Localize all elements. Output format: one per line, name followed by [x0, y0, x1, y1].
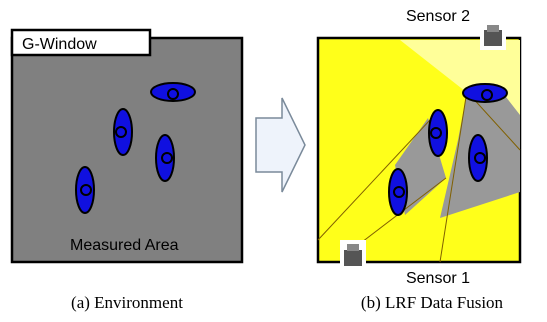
caption: (b) LRF Data Fusion — [361, 293, 504, 312]
sensor-body — [344, 250, 362, 266]
page: G-Window Measured Area (a) Environment — [0, 0, 547, 322]
sensor-label: Sensor 2 — [406, 8, 470, 25]
sensor-label: Sensor 1 — [406, 270, 470, 287]
person-head — [162, 153, 172, 163]
sensor-head — [487, 25, 499, 32]
person-head — [116, 127, 126, 137]
sensor-icon — [340, 240, 366, 268]
arrow — [256, 98, 305, 192]
sensor-head — [347, 244, 359, 251]
person-head — [81, 185, 91, 195]
window-label: G-Window — [22, 36, 97, 53]
person-head — [475, 153, 485, 163]
person-head — [168, 89, 178, 99]
caption: (a) Environment — [71, 293, 183, 312]
person-head — [482, 90, 492, 100]
person-head — [431, 128, 441, 138]
sensor-icon — [480, 22, 506, 50]
area-label: Measured Area — [70, 237, 179, 254]
figure: G-Window Measured Area (a) Environment — [0, 0, 547, 322]
sensor-body — [484, 30, 502, 46]
person-head — [394, 187, 404, 197]
